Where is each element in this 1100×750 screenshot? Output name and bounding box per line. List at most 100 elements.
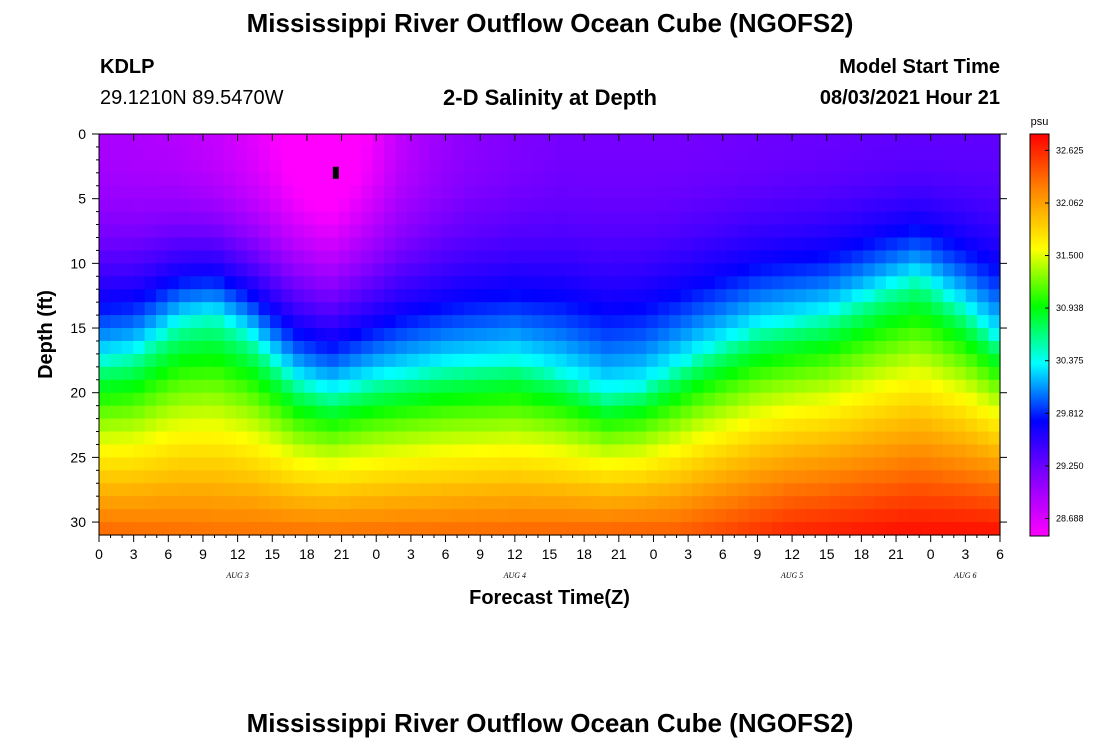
heatmap-cell [566, 522, 579, 536]
heatmap-cell [429, 185, 442, 200]
heatmap-cell [680, 328, 693, 342]
heatmap-cell [372, 431, 385, 446]
heatmap-cell [498, 146, 511, 161]
heatmap-cell [771, 185, 784, 200]
heatmap-cell [874, 496, 887, 510]
heatmap-cell [235, 418, 248, 433]
heatmap-cell [942, 457, 955, 471]
heatmap-cell [988, 431, 1001, 446]
heatmap-cell [281, 263, 294, 277]
heatmap-cell [692, 172, 705, 187]
heatmap-cell [566, 224, 579, 239]
heatmap-cell [749, 328, 762, 342]
heatmap-cell [646, 263, 659, 277]
heatmap-cell [452, 276, 465, 290]
heatmap-cell [406, 328, 419, 342]
heatmap-cell [121, 302, 134, 316]
heatmap-cell [532, 263, 545, 277]
heatmap-cell [338, 509, 351, 523]
heatmap-cell [475, 405, 488, 420]
heatmap-cell [680, 185, 693, 200]
heatmap-cell [612, 392, 625, 407]
heatmap-cell [965, 134, 978, 148]
heatmap-cell [338, 328, 351, 342]
heatmap-cell [486, 289, 499, 303]
heatmap-cell [178, 134, 191, 148]
heatmap-cell [965, 172, 978, 187]
heatmap-cell [452, 250, 465, 264]
heatmap-cell [429, 302, 442, 316]
heatmap-cell [578, 470, 591, 484]
heatmap-cell [817, 483, 830, 497]
heatmap-cell [794, 483, 807, 497]
heatmap-cell [623, 146, 636, 161]
heatmap-cell [144, 509, 157, 523]
heatmap-cell [110, 315, 123, 329]
heatmap-cell [680, 431, 693, 446]
heatmap-cell [692, 198, 705, 213]
heatmap-cell [600, 185, 613, 200]
heatmap-cell [235, 353, 248, 368]
heatmap-cell [977, 146, 990, 161]
heatmap-cell [794, 159, 807, 174]
heatmap-cell [623, 483, 636, 497]
heatmap-cell [703, 379, 716, 394]
heatmap-cell [726, 431, 739, 446]
heatmap-cell [292, 237, 305, 252]
heatmap-cell [156, 470, 169, 484]
heatmap-cell [942, 250, 955, 264]
heatmap-cell [110, 198, 123, 213]
heatmap-cell [783, 134, 796, 148]
heatmap-cell [760, 496, 773, 510]
heatmap-cell [463, 509, 476, 523]
heatmap-cell [680, 340, 693, 355]
y-tick-label: 15 [70, 320, 86, 336]
heatmap-cell [441, 340, 454, 355]
heatmap-cell [281, 340, 294, 355]
heatmap-cell [942, 159, 955, 174]
heatmap-cell [520, 159, 533, 174]
heatmap-cell [692, 237, 705, 252]
heatmap-cell [475, 496, 488, 510]
heatmap-cell [463, 302, 476, 316]
heatmap-cell [988, 237, 1001, 252]
heatmap-cell [418, 483, 431, 497]
heatmap-cell [258, 379, 271, 394]
heatmap-cell [908, 405, 921, 420]
heatmap-cell [566, 496, 579, 510]
heatmap-cell [452, 198, 465, 213]
heatmap-cell [349, 366, 362, 381]
x-tick-label: 9 [476, 546, 484, 562]
heatmap-cell [749, 392, 762, 407]
heatmap-cell [737, 211, 750, 226]
heatmap-cell [178, 405, 191, 420]
heatmap-cell [897, 431, 910, 446]
heatmap-cell [806, 211, 819, 226]
heatmap-cell [612, 146, 625, 161]
heatmap-cell [543, 237, 556, 252]
heatmap-cell [954, 444, 967, 458]
heatmap-cell [646, 340, 659, 355]
heatmap-cell [920, 263, 933, 277]
heatmap-cell [384, 146, 397, 161]
heatmap-cell [292, 353, 305, 368]
heatmap-cell [338, 315, 351, 329]
heatmap-cell [612, 250, 625, 264]
heatmap-cell [600, 444, 613, 458]
heatmap-cell [954, 315, 967, 329]
heatmap-cell [156, 185, 169, 200]
heatmap-cell [543, 250, 556, 264]
heatmap-cell [304, 302, 317, 316]
heatmap-cell [201, 328, 214, 342]
heatmap-cell [566, 276, 579, 290]
heatmap-cell [281, 379, 294, 394]
heatmap-cell [520, 418, 533, 433]
heatmap-cell [543, 172, 556, 187]
heatmap-cell [920, 522, 933, 536]
heatmap-cell [532, 250, 545, 264]
heatmap-cell [441, 315, 454, 329]
heatmap-cell [737, 250, 750, 264]
heatmap-cell [783, 483, 796, 497]
heatmap-cell [578, 328, 591, 342]
heatmap-cell [384, 366, 397, 381]
